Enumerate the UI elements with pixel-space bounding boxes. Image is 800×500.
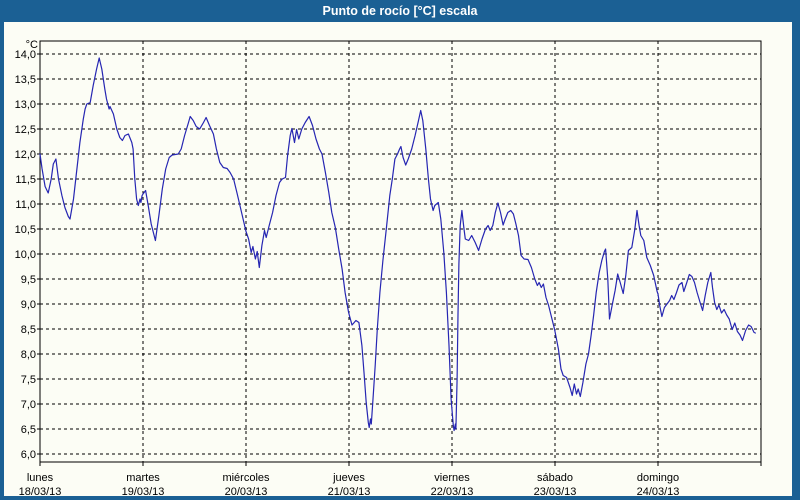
y-tick-label: 7,0	[21, 399, 36, 411]
day-name-label: miércoles	[222, 472, 270, 484]
day-date-label: 23/03/13	[534, 486, 577, 498]
day-date-label: 21/03/13	[328, 486, 371, 498]
y-tick-label: 12,5	[15, 124, 36, 136]
day-name-label: martes	[126, 472, 160, 484]
y-tick-label: 13,0	[15, 99, 36, 111]
day-date-label: 22/03/13	[431, 486, 474, 498]
window-titlebar: Punto de rocío [°C] escala	[0, 0, 800, 22]
day-date-label: 18/03/13	[19, 486, 62, 498]
y-axis-unit-label: °C	[26, 39, 38, 51]
day-name-label: viernes	[434, 472, 470, 484]
day-date-label: 24/03/13	[637, 486, 680, 498]
plot-border	[39, 40, 762, 463]
y-tick-label: 6,0	[21, 449, 36, 461]
y-tick-label: 9,5	[21, 274, 36, 286]
y-tick-label: 13,5	[15, 74, 36, 86]
y-tick-label: 10,0	[15, 249, 36, 261]
day-name-label: domingo	[637, 472, 679, 484]
y-tick-label: 8,0	[21, 349, 36, 361]
y-tick-label: 10,5	[15, 224, 36, 236]
day-name-label: lunes	[27, 472, 54, 484]
y-tick-label: 14,0	[15, 49, 36, 61]
day-date-label: 19/03/13	[122, 486, 165, 498]
y-tick-label: 7,5	[21, 374, 36, 386]
y-tick-label: 6,5	[21, 424, 36, 436]
y-tick-label: 8,5	[21, 324, 36, 336]
y-tick-label: 9,0	[21, 299, 36, 311]
day-name-label: jueves	[332, 472, 365, 484]
day-name-label: sábado	[537, 472, 573, 484]
day-date-label: 20/03/13	[225, 486, 268, 498]
y-tick-label: 11,5	[15, 174, 36, 186]
y-tick-label: 11,0	[15, 199, 36, 211]
y-tick-label: 12,0	[15, 149, 36, 161]
chart-surface	[4, 22, 792, 496]
series-path	[39, 57, 756, 432]
dew-point-chart: 14,0 13,5 13,0 12,5 12,0 11,5 11,0 10,5 10,0 9,5 9…	[4, 22, 792, 498]
window-title: Punto de rocío [°C] escala	[322, 4, 478, 18]
